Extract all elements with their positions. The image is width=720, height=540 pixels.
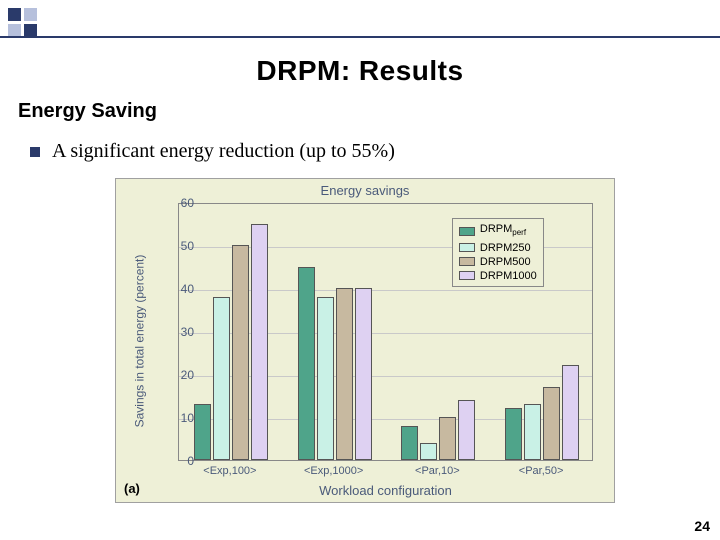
chart-bar [401,426,418,460]
legend-item: DRPM1000 [459,269,537,283]
bullet-icon [30,147,40,157]
chart-xtick-label: <Par,10> [415,465,460,477]
deco-square [8,8,21,21]
corner-decoration [6,6,46,46]
chart-ytick-label: 10 [159,411,194,425]
chart-bar [298,267,315,461]
chart-bar [524,404,541,460]
legend-item: DRPM250 [459,241,537,255]
legend-swatch [459,271,475,280]
legend-label: DRPMperf [480,222,526,240]
bullet-text: A significant energy reduction (up to 55… [52,140,395,163]
page-number: 24 [694,518,710,534]
chart-bar [543,387,560,460]
chart-bar [251,224,268,461]
chart-ytick-label: 40 [159,282,194,296]
legend-swatch [459,227,475,236]
chart-bar [439,417,456,460]
bullet-item: A significant energy reduction (up to 55… [30,140,395,163]
chart-legend: DRPMperfDRPM250DRPM500DRPM1000 [452,218,544,286]
chart-bar [355,288,372,460]
slide-subtitle: Energy Saving [18,100,157,123]
chart-xtick-label: <Par,50> [519,465,564,477]
chart-ytick-label: 20 [159,368,194,382]
chart-bar [232,245,249,460]
legend-label: DRPM1000 [480,269,537,283]
chart-panel-label: (a) [124,481,140,496]
chart-bar [317,297,334,460]
legend-label: DRPM500 [480,255,531,269]
legend-label: DRPM250 [480,241,531,255]
legend-item: DRPMperf [459,222,537,240]
chart-ytick-label: 60 [159,196,194,210]
chart-bar [505,408,522,460]
chart-ytick-label: 0 [159,454,194,468]
chart-bar [458,400,475,460]
deco-square [24,8,37,21]
legend-item: DRPM500 [459,255,537,269]
chart-ytick-label: 30 [159,325,194,339]
chart-bar [194,404,211,460]
chart-ylabel: Savings in total energy (percent) [132,254,146,427]
chart-bar [213,297,230,460]
chart-xtick-label: <Exp,100> [203,465,256,477]
chart-bar [336,288,353,460]
chart-ytick-label: 50 [159,239,194,253]
chart-container: Energy savings Savings in total energy (… [115,178,615,503]
header-line [0,36,720,38]
slide-title: DRPM: Results [0,55,720,87]
legend-swatch [459,257,475,266]
legend-swatch [459,243,475,252]
chart-bar [562,365,579,460]
chart-xtick-label: <Exp,1000> [304,465,363,477]
chart-xlabel: Workload configuration [178,483,593,498]
chart-bar [420,443,437,460]
